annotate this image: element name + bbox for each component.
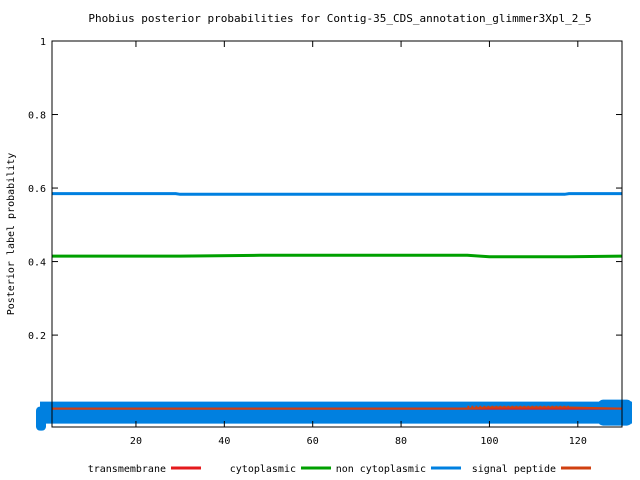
- x-tick-label: 120: [569, 436, 587, 447]
- legend: transmembrane cytoplasmic non cytoplasmic s…: [88, 464, 591, 475]
- y-tick-label: 0.8: [28, 111, 46, 122]
- y-tick-label: 1: [40, 37, 46, 48]
- legend-label: non cytoplasmic: [336, 464, 426, 475]
- legend-label: signal peptide: [472, 464, 556, 475]
- y-tick-label: 0.6: [28, 184, 46, 195]
- chart-title: Phobius posterior probabilities for Cont…: [88, 12, 591, 25]
- legend-label: cytoplasmic: [230, 464, 296, 475]
- x-tick-label: 100: [480, 436, 498, 447]
- plot-frame: [51, 40, 623, 428]
- baseline-band: [40, 401, 632, 424]
- x-tick-label: 20: [130, 436, 142, 447]
- y-tick-label: 0.4: [28, 258, 46, 269]
- y-axis-label: Posterior label probability: [6, 153, 17, 316]
- series-line-signal-peptide: [52, 406, 623, 410]
- series-layer: [52, 192, 623, 410]
- x-tick-label: 60: [307, 436, 319, 447]
- y-tick-label: 0.2: [28, 331, 46, 342]
- series-line-non-cytoplasmic: [52, 192, 622, 196]
- series-line-cytoplasmic: [52, 253, 623, 259]
- x-tick-label: 40: [218, 436, 230, 447]
- baseline-band-left-cap: [36, 406, 46, 431]
- axes-layer: 20 40 60 80 100 120 0.2 0.4 0.6 0.8 1: [28, 37, 623, 447]
- x-tick-label: 80: [395, 436, 407, 447]
- plot-area: [36, 399, 632, 431]
- legend-label: transmembrane: [88, 464, 166, 475]
- baseline-band-right-cap: [598, 399, 632, 426]
